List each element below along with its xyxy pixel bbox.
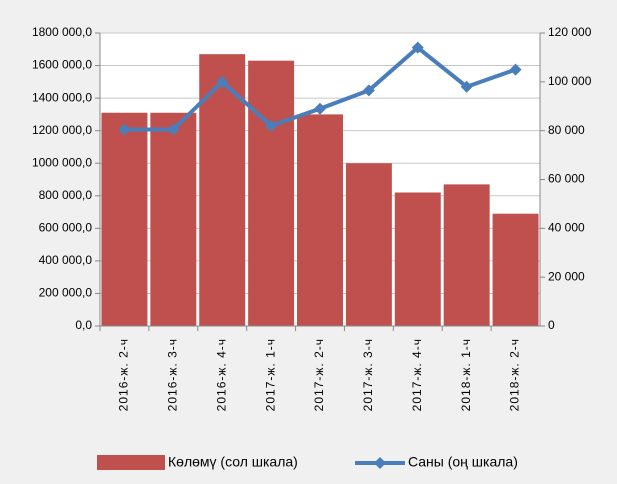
y2-tick-label: 80 000	[548, 123, 585, 137]
x-tick-label: 2016-ж. 2-ч	[117, 338, 131, 411]
x-tick-label: 2018-ж. 1-ч	[459, 338, 473, 411]
x-tick-label: 2016-ж. 3-ч	[166, 338, 180, 411]
y-tick-label: 200 000,0	[39, 286, 93, 300]
legend-label: Көлөмү (сол шкала)	[168, 454, 298, 470]
x-tick-label: 2018-ж. 2-ч	[508, 338, 522, 411]
x-tick-label: 2017-ж. 2-ч	[312, 338, 326, 411]
marker	[460, 80, 473, 93]
y-tick-label: 1800 000,0	[32, 25, 92, 39]
y-tick-label: 400 000,0	[39, 253, 93, 267]
legend-swatch	[97, 455, 165, 470]
bar	[345, 163, 392, 326]
y-tick-label: 1200 000,0	[32, 123, 92, 137]
bar	[101, 112, 148, 326]
y-tick-label: 1400 000,0	[32, 90, 92, 104]
marker	[118, 123, 131, 136]
bar	[394, 192, 441, 326]
bar	[492, 213, 539, 326]
bar	[150, 112, 197, 326]
y-tick-label: 800 000,0	[39, 188, 93, 202]
marker	[314, 102, 326, 115]
y2-tick-label: 60 000	[548, 172, 585, 186]
bar	[297, 114, 343, 326]
y2-tick-label: 100 000	[548, 74, 592, 88]
marker	[167, 123, 180, 136]
marker	[509, 63, 522, 76]
x-tick-label: 2016-ж. 4-ч	[214, 338, 228, 411]
x-tick-label: 2017-ж. 1-ч	[263, 338, 277, 411]
y2-tick-label: 40 000	[548, 221, 585, 235]
y-tick-label: 600 000,0	[39, 221, 93, 235]
y-tick-label: 1600 000,0	[32, 58, 92, 72]
legend-label: Саны (оң шкала)	[408, 454, 518, 470]
y2-tick-label: 20 000	[548, 269, 585, 283]
legend-marker	[374, 457, 386, 469]
x-tick-label: 2017-ж. 4-ч	[410, 338, 424, 411]
marker	[362, 84, 375, 97]
marker	[411, 41, 424, 54]
y-tick-label: 0,0	[75, 318, 92, 332]
marker	[216, 75, 229, 88]
bar	[248, 60, 295, 327]
y-tick-label: 1000 000,0	[32, 155, 92, 169]
y2-tick-label: 0	[548, 318, 555, 332]
bar	[443, 184, 490, 326]
marker	[265, 119, 278, 132]
x-tick-label: 2017-ж. 3-ч	[361, 338, 375, 411]
y2-tick-label: 120 000	[548, 25, 592, 39]
